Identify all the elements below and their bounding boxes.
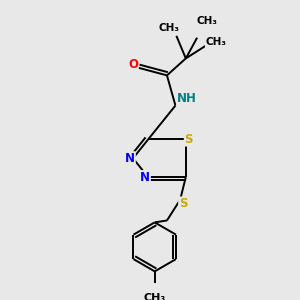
Text: N: N	[140, 171, 150, 184]
Text: CH₃: CH₃	[144, 293, 166, 300]
Text: CH₃: CH₃	[196, 16, 217, 26]
Text: N: N	[125, 152, 135, 165]
Text: CH₃: CH₃	[206, 38, 226, 47]
Text: S: S	[179, 197, 187, 210]
Text: NH: NH	[177, 92, 197, 105]
Text: O: O	[128, 58, 138, 70]
Text: S: S	[184, 133, 193, 146]
Text: CH₃: CH₃	[158, 23, 179, 33]
